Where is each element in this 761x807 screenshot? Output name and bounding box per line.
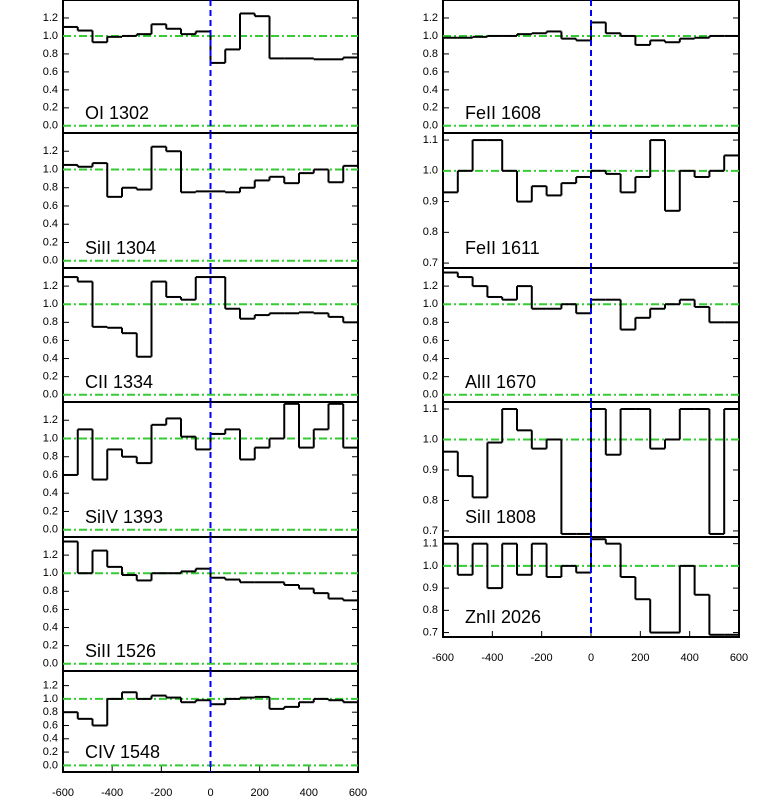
y-tick-label: 0.4 [423, 84, 438, 96]
y-tick-label: 1.0 [423, 298, 438, 310]
y-tick-label: 0.6 [423, 334, 438, 346]
y-tick-label: 0.0 [423, 120, 438, 132]
y-tick-label: 0.6 [43, 469, 58, 481]
y-tick-label: 0.6 [43, 603, 58, 615]
y-tick-label: 1.2 [423, 12, 438, 24]
y-tick-label: 0.6 [43, 719, 58, 731]
y-tick-label: 0.8 [423, 48, 438, 60]
panel-label: CII 1334 [85, 372, 153, 392]
panel-label: SiIV 1393 [85, 507, 163, 527]
y-tick-label: 0.2 [43, 505, 58, 517]
x-tick-label: -200 [150, 787, 172, 799]
y-tick-label: 0.7 [423, 525, 438, 537]
y-tick-label: 0.4 [423, 352, 438, 364]
y-tick-label: 0.7 [423, 257, 438, 269]
y-tick-label: 0.8 [43, 706, 58, 718]
y-tick-label: 0.8 [423, 604, 438, 616]
y-tick-label: 0.4 [43, 487, 58, 499]
y-tick-label: 0.6 [43, 200, 58, 212]
y-tick-label: 1.0 [43, 30, 58, 42]
y-tick-label: 1.2 [43, 280, 58, 292]
y-tick-label: 1.2 [43, 549, 58, 561]
y-tick-label: 1.1 [423, 403, 438, 415]
y-tick-label: 1.0 [43, 298, 58, 310]
y-tick-label: 0.8 [43, 451, 58, 463]
y-tick-label: 0.4 [43, 218, 58, 230]
panel-label: AlII 1670 [465, 372, 536, 392]
x-tick-label: -400 [101, 787, 123, 799]
y-tick-label: 0.8 [423, 494, 438, 506]
y-tick-label: 0.2 [43, 640, 58, 652]
x-tick-label: -200 [531, 652, 553, 664]
y-tick-label: 0.8 [43, 316, 58, 328]
panel-label: SiII 1304 [85, 238, 156, 258]
y-tick-label: 0.0 [43, 255, 58, 267]
y-tick-label: 1.0 [43, 567, 58, 579]
y-tick-label: 0.2 [43, 371, 58, 383]
y-tick-label: 0.8 [423, 316, 438, 328]
panel-label: ZnII 2026 [465, 607, 541, 627]
y-tick-label: 1.1 [423, 134, 438, 146]
y-tick-label: 0.0 [43, 524, 58, 536]
y-tick-label: 0.6 [43, 334, 58, 346]
y-tick-label: 0.6 [43, 66, 58, 78]
x-tick-label: -600 [432, 652, 454, 664]
y-tick-label: 1.0 [423, 165, 438, 177]
panel-label: SiII 1526 [85, 641, 156, 661]
y-tick-label: 1.2 [43, 12, 58, 24]
y-tick-label: 1.0 [43, 432, 58, 444]
y-tick-label: 1.0 [43, 693, 58, 705]
panel-label: OI 1302 [85, 103, 149, 123]
x-tick-label: -600 [52, 787, 74, 799]
y-tick-label: 0.4 [43, 733, 58, 745]
y-tick-label: 0.0 [43, 658, 58, 670]
x-tick-label: -400 [481, 652, 503, 664]
y-tick-label: 0.2 [423, 371, 438, 383]
y-tick-label: 0.8 [43, 585, 58, 597]
y-tick-label: 0.0 [423, 389, 438, 401]
x-tick-label: 400 [680, 652, 698, 664]
y-tick-label: 1.0 [423, 560, 438, 572]
y-tick-label: 0.2 [43, 236, 58, 248]
y-tick-label: 0.9 [423, 464, 438, 476]
y-tick-label: 0.7 [423, 626, 438, 638]
y-tick-label: 1.1 [423, 538, 438, 550]
y-tick-label: 0.9 [423, 582, 438, 594]
y-tick-label: 0.4 [43, 621, 58, 633]
y-tick-label: 1.2 [43, 680, 58, 692]
panel-label: SiII 1808 [465, 507, 536, 527]
y-tick-label: 0.8 [43, 48, 58, 60]
y-tick-label: 1.2 [43, 414, 58, 426]
y-tick-label: 0.9 [423, 195, 438, 207]
y-tick-label: 1.2 [43, 145, 58, 157]
y-tick-label: 0.6 [423, 66, 438, 78]
panel-label: CIV 1548 [85, 742, 160, 762]
y-tick-label: 0.4 [43, 352, 58, 364]
y-tick-label: 0.8 [43, 182, 58, 194]
x-tick-label: 400 [300, 787, 318, 799]
y-tick-label: 1.0 [423, 433, 438, 445]
y-tick-label: 1.0 [43, 163, 58, 175]
x-tick-label: 200 [250, 787, 268, 799]
y-tick-label: 0.0 [43, 759, 58, 771]
y-tick-label: 0.2 [43, 102, 58, 114]
panel-label: FeII 1608 [465, 103, 541, 123]
y-tick-label: 0.0 [43, 389, 58, 401]
x-tick-label: 600 [349, 787, 367, 799]
y-tick-label: 1.2 [423, 280, 438, 292]
y-tick-label: 0.8 [423, 226, 438, 238]
x-tick-label: 200 [631, 652, 649, 664]
y-tick-label: 0.0 [43, 120, 58, 132]
y-tick-label: 0.2 [423, 102, 438, 114]
y-tick-label: 0.2 [43, 746, 58, 758]
y-tick-label: 1.0 [423, 30, 438, 42]
x-tick-label: 600 [730, 652, 748, 664]
y-tick-label: 0.4 [43, 84, 58, 96]
x-tick-label: 0 [588, 652, 594, 664]
x-tick-label: 0 [207, 787, 213, 799]
panel-label: FeII 1611 [465, 238, 540, 258]
